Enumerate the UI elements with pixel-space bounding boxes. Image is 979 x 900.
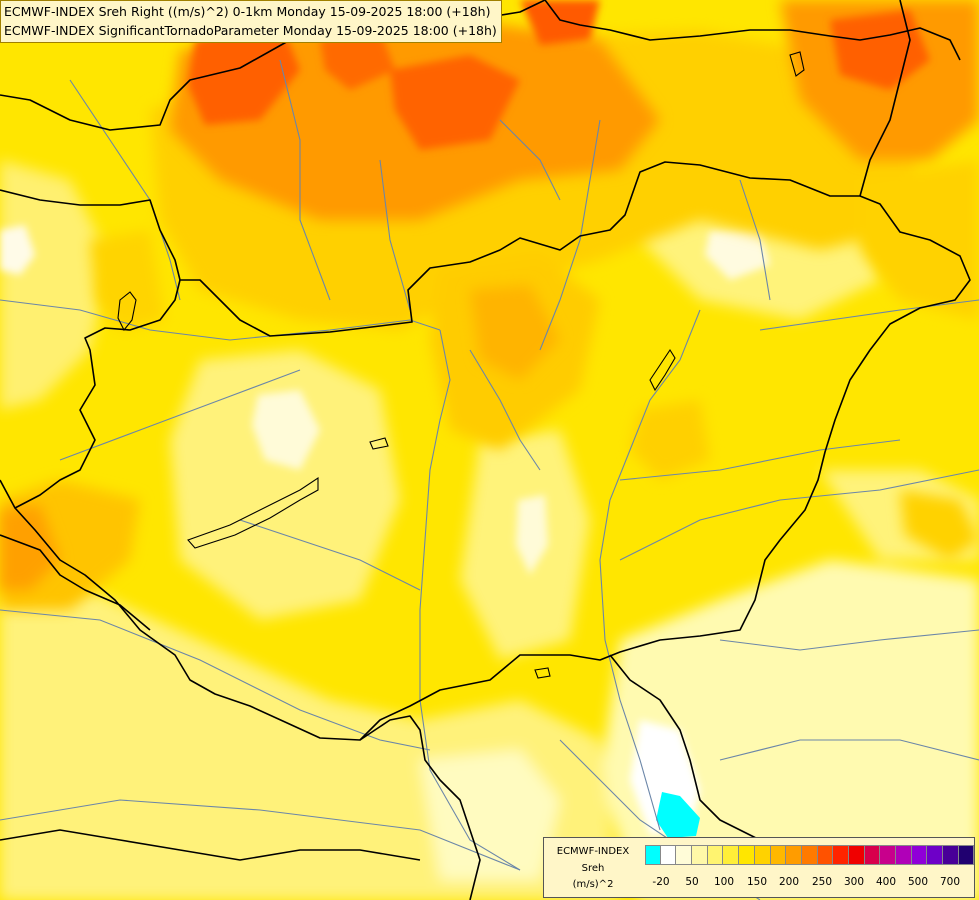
legend-swatch <box>833 845 849 865</box>
legend-swatch <box>848 845 865 865</box>
legend-tick-label: 400 <box>875 876 897 888</box>
river-southeast-branch <box>719 739 979 761</box>
legend-swatch <box>880 845 896 865</box>
legend-tick-label: 700 <box>939 876 961 888</box>
legend-tick-label: -20 <box>652 876 670 888</box>
legend-swatch <box>692 845 708 865</box>
white-patch-northeast <box>705 230 770 280</box>
color-legend: ECMWF-INDEX Sreh (m/s)^2 -20 50 100 150 200 2… <box>543 837 975 898</box>
river-zagyva <box>469 349 541 471</box>
legend-tick-label: 250 <box>811 876 833 888</box>
river-east-branch <box>719 629 979 651</box>
legend-swatch <box>723 845 740 865</box>
red-orange-area-north-west <box>188 20 300 125</box>
red-orange-area-top <box>320 30 395 90</box>
legend-swatch <box>943 845 959 865</box>
legend-swatch <box>817 845 834 865</box>
legend-swatch <box>786 845 802 865</box>
amber-area-west <box>90 230 165 330</box>
legend-tick-label: 100 <box>713 876 735 888</box>
border-croatia-bosnia <box>0 829 421 861</box>
pale-area-south <box>420 750 560 880</box>
river-sava <box>0 799 521 871</box>
legend-swatch <box>927 845 944 865</box>
river-koros <box>619 439 901 481</box>
border-hungary <box>14 161 971 741</box>
river-tisza <box>599 309 701 831</box>
river-sio <box>239 519 421 591</box>
white-patch-central <box>252 390 320 470</box>
legend-variable: Sreh <box>581 863 605 874</box>
lake-tisza <box>649 348 676 392</box>
cyan-patch <box>656 792 700 838</box>
lake-small-center <box>369 437 389 450</box>
map-title-box: ECMWF-INDEX Sreh Right ((m/s)^2) 0-1km M… <box>0 0 502 43</box>
legend-swatch <box>707 845 724 865</box>
field-white-areas <box>0 225 770 835</box>
lake-small-south <box>534 667 551 679</box>
red-orange-area-north-center <box>390 55 520 150</box>
legend-swatch <box>676 845 693 865</box>
legend-swatch <box>958 845 975 865</box>
river-hernad <box>539 119 601 351</box>
legend-tick-label: 300 <box>843 876 865 888</box>
river-northeast-branch <box>739 179 771 301</box>
border-slovakia-poland <box>544 0 961 61</box>
river-vah <box>279 59 331 301</box>
legend-swatch <box>864 845 881 865</box>
river-drava <box>0 609 431 751</box>
lake-small-north <box>117 291 137 332</box>
legend-tick-label: 500 <box>907 876 929 888</box>
orange-area-center <box>470 285 560 380</box>
map-title-sreh: ECMWF-INDEX Sreh Right ((m/s)^2) 0-1km M… <box>4 4 491 19</box>
pale-area-west <box>0 160 110 410</box>
amber-area-middle-east <box>630 400 710 480</box>
river-danube-upper <box>0 299 441 341</box>
legend-swatch <box>896 845 912 865</box>
red-orange-area-northeast <box>830 10 930 90</box>
legend-swatch <box>660 845 677 865</box>
white-patch-west <box>0 225 35 275</box>
border-austria-slovenia <box>0 534 151 631</box>
border-serbia-romania <box>609 654 761 841</box>
legend-swatch <box>801 845 818 865</box>
lake-balaton <box>187 476 319 549</box>
amber-area-northeast <box>860 160 979 320</box>
border-west-austria <box>0 479 16 509</box>
border-czech-austria <box>0 189 181 281</box>
legend-model: ECMWF-INDEX <box>556 846 630 857</box>
map-title-stp: ECMWF-INDEX SignificantTornadoParameter … <box>4 23 497 38</box>
legend-tick-label: 50 <box>685 876 699 888</box>
river-raba <box>59 369 301 461</box>
river-danube-middle <box>419 329 521 871</box>
field-red-orange-areas <box>188 0 930 150</box>
legend-swatch <box>645 845 661 865</box>
legend-tick-label: 150 <box>746 876 768 888</box>
orange-area-west-edge <box>0 505 60 590</box>
amber-area-east-edge <box>900 490 979 560</box>
lake-small-northeast <box>789 51 805 77</box>
river-north-branch <box>499 119 561 201</box>
border-ukraine-east <box>859 0 911 197</box>
lakes <box>117 51 805 679</box>
river-hron <box>379 159 411 311</box>
pale-area-central <box>170 350 400 620</box>
river-somes <box>759 299 979 331</box>
legend-tick-label: 200 <box>778 876 800 888</box>
legend-swatch-row <box>645 845 975 865</box>
river-mures <box>619 469 979 561</box>
legend-swatch <box>739 845 755 865</box>
border-croatia-south <box>359 715 481 900</box>
legend-unit: (m/s)^2 <box>572 879 614 890</box>
legend-swatch <box>770 845 787 865</box>
white-patch-danube <box>516 495 548 575</box>
legend-swatch <box>911 845 928 865</box>
legend-swatch <box>754 845 771 865</box>
red-orange-area-north <box>520 0 600 45</box>
